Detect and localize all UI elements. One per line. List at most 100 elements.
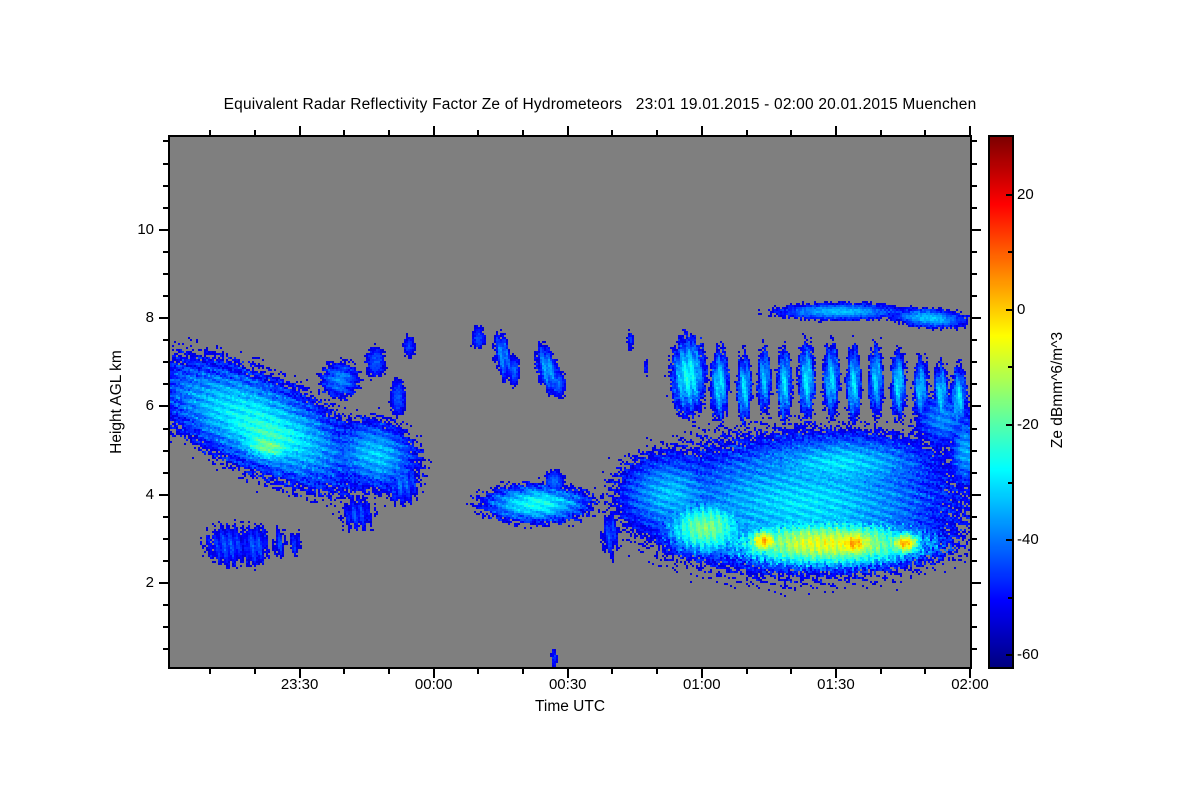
y-tick (163, 361, 168, 364)
x-tick (477, 669, 480, 674)
y-tick (163, 537, 168, 540)
x-tick (700, 669, 703, 678)
y-tick (163, 449, 168, 452)
y-tick-label: 10 (137, 220, 154, 238)
colorbar-major-tick (1006, 193, 1014, 196)
y-tick-right (972, 206, 977, 209)
colorbar-label: Ze dBmm^6/m^3 (1049, 331, 1066, 449)
y-tick-right (972, 405, 981, 408)
x-tick-label: 23:30 (280, 676, 319, 693)
x-tick-top (656, 130, 659, 135)
y-tick-right (972, 228, 981, 231)
x-tick (387, 669, 390, 674)
x-tick-top (253, 130, 256, 135)
x-axis-label: Time UTC (534, 698, 606, 715)
y-tick-label: 2 (145, 574, 154, 592)
x-tick-top (969, 126, 971, 135)
y-tick-right (972, 604, 977, 607)
x-tick-top (298, 126, 301, 135)
x-tick (924, 669, 927, 674)
y-tick (159, 405, 168, 408)
x-tick-top (477, 130, 480, 135)
colorbar-tick-label: -20 (1017, 416, 1039, 434)
x-tick (611, 669, 614, 674)
x-tick (343, 669, 346, 674)
colorbar-tick-label: 20 (1017, 185, 1034, 203)
colorbar-tick-label: 0 (1017, 300, 1026, 318)
y-tick-right (972, 560, 977, 562)
y-tick (163, 162, 168, 165)
y-tick-right (972, 184, 977, 187)
x-tick (969, 669, 971, 678)
x-tick (432, 669, 435, 678)
x-tick-label: 00:00 (414, 676, 453, 693)
colorbar-canvas (990, 137, 1012, 667)
colorbar-major-tick (1006, 424, 1014, 427)
y-tick (159, 228, 168, 231)
colorbar-minor-tick (1008, 596, 1014, 599)
y-tick (163, 295, 168, 297)
y-tick (159, 493, 168, 496)
y-tick (163, 272, 168, 275)
x-tick-top (387, 130, 390, 135)
x-tick-label: 00:30 (548, 676, 587, 693)
heatmap-canvas (170, 137, 970, 667)
x-tick (253, 669, 256, 674)
x-tick (790, 669, 793, 674)
y-tick-right (972, 582, 981, 585)
y-tick-right (972, 471, 977, 474)
y-tick (163, 140, 168, 143)
y-tick (163, 515, 168, 518)
y-tick-right (972, 626, 977, 629)
y-tick (163, 206, 168, 209)
y-tick (163, 626, 168, 629)
x-tick-top (566, 126, 569, 135)
x-tick-top (834, 126, 837, 135)
x-tick-label: 02:00 (951, 676, 989, 693)
plot-area: 23:30 00:00 00:30 01:00 01:30 02:00 2 4 6 8 10 (137, 126, 989, 693)
colorbar-tick-label: -60 (1017, 646, 1039, 664)
x-tick (745, 669, 748, 674)
y-tick-right (972, 361, 977, 364)
x-tick-top (700, 126, 703, 135)
y-tick-right (972, 162, 977, 165)
y-tick (163, 604, 168, 607)
x-tick (209, 669, 212, 674)
y-tick-right (972, 383, 977, 386)
y-tick-right (972, 317, 981, 320)
x-tick-top (209, 130, 212, 135)
y-tick-label: 6 (145, 397, 154, 415)
x-tick-top (924, 130, 927, 135)
colorbar-tick-label: -40 (1017, 531, 1039, 549)
colorbar-minor-tick (1008, 481, 1014, 484)
y-tick-right (972, 250, 977, 253)
y-tick (163, 184, 168, 187)
colorbar: 20 0 -20 -40 -60 (988, 135, 1039, 669)
y-tick-right (972, 272, 977, 275)
colorbar-major-tick (1006, 654, 1014, 657)
x-tick-top (611, 130, 614, 135)
x-tick (566, 669, 569, 678)
x-tick-top (522, 130, 525, 135)
colorbar-minor-tick (1008, 366, 1014, 369)
chart-title: Equivalent Radar Reflectivity Factor Ze … (223, 96, 977, 113)
y-tick (163, 648, 168, 651)
x-tick (656, 669, 659, 674)
y-tick (163, 427, 168, 430)
x-tick-label: 01:30 (817, 676, 855, 693)
y-tick (163, 560, 168, 562)
x-tick-top (745, 130, 748, 135)
y-tick (163, 471, 168, 474)
x-tick (879, 669, 882, 674)
y-tick-label: 8 (145, 309, 154, 327)
colorbar-major-tick (1006, 308, 1014, 311)
y-tick-right (972, 648, 977, 651)
y-tick-right (972, 140, 977, 143)
y-tick-right (972, 537, 977, 540)
colorbar-major-tick (1006, 539, 1014, 542)
y-tick-right (972, 493, 981, 496)
x-tick-label: 01:00 (683, 676, 721, 693)
y-axis-label: Height AGL km (108, 350, 125, 454)
colorbar-minor-tick (1008, 251, 1014, 254)
